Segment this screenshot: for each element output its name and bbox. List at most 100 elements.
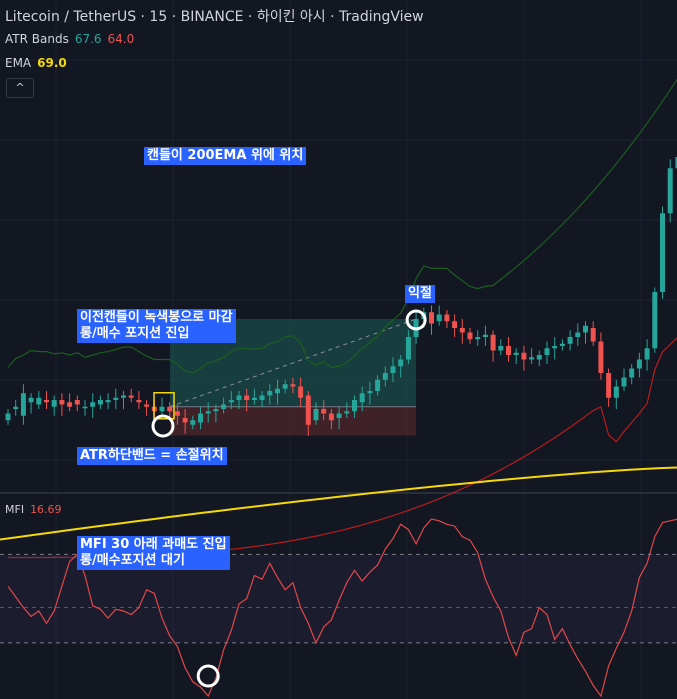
stop-loss-marker (151, 414, 175, 438)
candle-bullish (97, 400, 103, 405)
candle-bearish (298, 386, 304, 398)
candle-bearish (44, 400, 49, 403)
candle-bullish (405, 337, 411, 360)
candle-bullish (5, 413, 11, 421)
candle-bearish (244, 395, 250, 400)
entry-candle-highlight (153, 392, 175, 420)
candle-bearish (321, 409, 327, 414)
mfi-oversold-marker (196, 664, 220, 688)
candle-bullish (159, 406, 165, 412)
candle-bearish (59, 400, 65, 405)
candle-bearish (144, 404, 150, 407)
take-profit-marker (405, 309, 427, 331)
candle-bearish (290, 384, 296, 387)
candle-bullish (367, 391, 373, 394)
candle-bearish (444, 314, 450, 322)
mfi-label: MFI (5, 503, 25, 516)
collapse-legend-button[interactable]: ^ (6, 78, 34, 98)
candle-bullish (267, 391, 273, 396)
candle-bullish (82, 406, 88, 409)
atr-upper-value: 67.6 (74, 32, 102, 46)
candle-bearish (506, 346, 511, 355)
atr-upper-band-line (7, 78, 677, 374)
ema-200-line (0, 466, 677, 541)
candle-bearish (67, 402, 73, 407)
candle-bullish (36, 397, 42, 405)
candle-bearish (328, 413, 334, 421)
mfi-line (7, 518, 677, 698)
candle-bearish (467, 332, 473, 340)
candle-bearish (452, 321, 458, 328)
candle-bullish (259, 395, 265, 400)
candle-bullish (113, 397, 119, 400)
candle-bearish (521, 352, 527, 360)
annotation-stop-loss: ATR하단밴드 = 손절위치 (77, 447, 227, 465)
candle-bullish (559, 343, 565, 346)
candle-bearish (128, 395, 134, 398)
candle-bullish (90, 402, 96, 407)
candle-bearish (590, 328, 596, 342)
candle-bullish (529, 357, 535, 360)
candle-bullish (198, 413, 203, 423)
candle-bullish (105, 400, 111, 403)
candle-bullish (275, 388, 280, 394)
candle-bullish (621, 377, 627, 387)
candle-bullish (282, 384, 288, 389)
annotation-entry: 이전캔들이 녹색봉으로 마감 롱/매수 포지션 진입 (77, 309, 236, 343)
candle-bullish (390, 366, 396, 373)
mfi-value: 16.69 (30, 503, 62, 516)
candle-bullish (28, 397, 34, 403)
candle-bullish (236, 395, 242, 400)
candle-bullish (20, 393, 26, 416)
candle-bullish (251, 397, 257, 400)
atr-lower-value: 64.0 (107, 32, 135, 46)
candle-bullish (613, 386, 619, 398)
candle-bullish (644, 348, 650, 360)
candle-bullish (51, 400, 57, 407)
candle-bearish (606, 373, 612, 398)
candle-bullish (629, 368, 635, 378)
candle-bullish (567, 337, 573, 344)
ema-legend[interactable]: EMA 69.0 (5, 56, 67, 70)
chart-title: Litecoin / TetherUS · 15 · BINANCE · 하이킨… (5, 9, 424, 25)
candle-bullish (575, 332, 581, 337)
ema-value: 69.0 (37, 56, 67, 70)
candle-bullish (660, 213, 665, 292)
candle-bullish (652, 292, 658, 349)
candle-bullish (667, 168, 673, 214)
candle-bullish (313, 409, 319, 421)
candle-bullish (375, 379, 381, 391)
annotation-mfi-entry: MFI 30 아래 과매도 진입 롱/매수포지션 대기 (77, 536, 230, 570)
candle-bearish (167, 406, 173, 412)
candle-bullish (536, 355, 542, 360)
candle-bullish (221, 404, 227, 409)
ema-label: EMA (5, 56, 32, 70)
candle-bullish (336, 413, 342, 418)
candle-bullish (382, 373, 388, 380)
annotation-above-ema: 캔들이 200EMA 위에 위치 (144, 147, 307, 165)
candle-bullish (498, 346, 504, 351)
candle-bullish (475, 337, 481, 340)
candle-bullish (583, 325, 588, 333)
candle-bullish (205, 411, 211, 414)
candle-bullish (436, 314, 442, 322)
candle-bullish (636, 359, 642, 369)
atr-bands-legend[interactable]: ATR Bands 67.6 64.0 (5, 32, 134, 46)
candle-bullish (482, 334, 488, 337)
candle-bullish (675, 157, 677, 169)
candle-bullish (359, 393, 365, 403)
candle-bearish (459, 328, 465, 333)
candle-bullish (552, 346, 558, 349)
candle-bullish (228, 400, 234, 403)
atr-bands-label: ATR Bands (5, 32, 69, 46)
candle-bullish (13, 406, 19, 409)
loss-zone (170, 406, 417, 436)
mfi-legend[interactable]: MFI 16.69 (5, 503, 62, 516)
position-path-line (169, 318, 417, 408)
candle-bullish (344, 411, 350, 414)
candle-bearish (174, 411, 180, 416)
candle-bullish (213, 409, 219, 412)
candle-bearish (305, 395, 311, 425)
